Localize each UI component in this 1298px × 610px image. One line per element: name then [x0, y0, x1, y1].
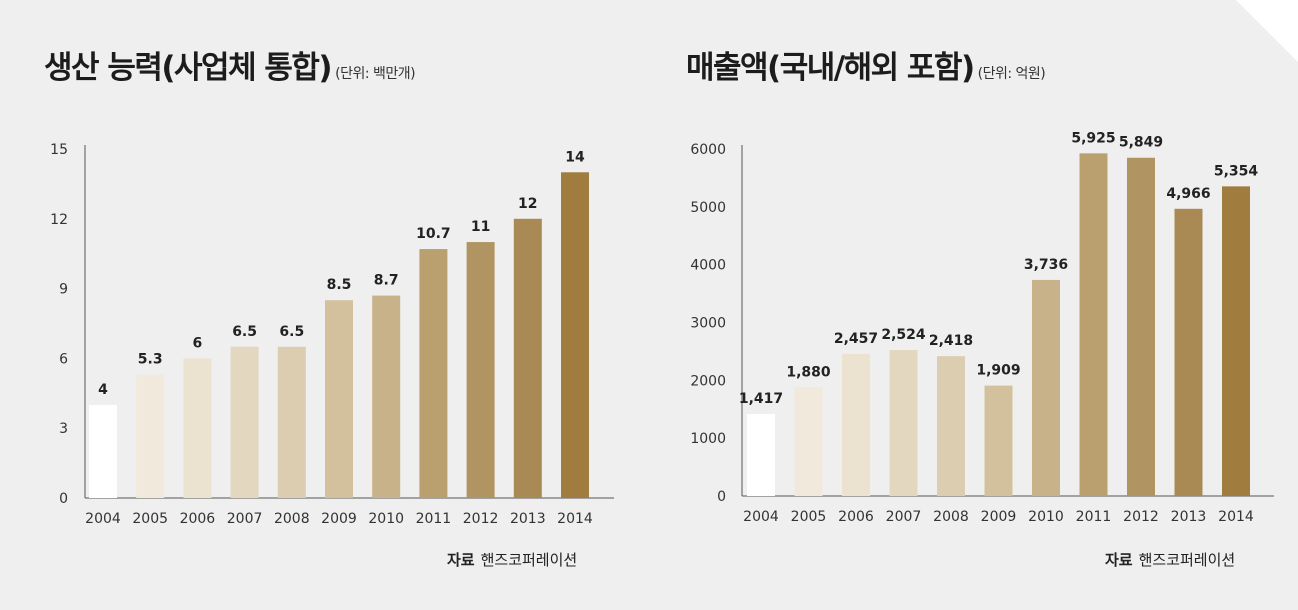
- bar-2006: [183, 358, 212, 498]
- bar-2004: [89, 404, 117, 498]
- chart-title: 매출액(국내/해외 포함): [686, 50, 975, 86]
- value-label: 11: [471, 219, 490, 235]
- capacity-bar-chart: 0 3 6 9 12 15 4 2004 5.3 2005 6 2006 6.5 2007 6.5 2008 8…: [50, 142, 614, 527]
- x-tick-label: 2011: [416, 511, 452, 527]
- bar-2007: [230, 346, 259, 498]
- bar-2013: [1174, 208, 1203, 496]
- x-tick-label: 2006: [838, 509, 874, 525]
- bar-2009: [984, 385, 1013, 496]
- revenue-bar-chart: 0 1000 2000 3000 4000 5000 6000 1,417 2004 1,880 2…: [690, 130, 1274, 525]
- value-label: 4,966: [1166, 186, 1210, 202]
- bar-2014: [1222, 186, 1250, 496]
- value-label: 6: [193, 335, 203, 351]
- x-tick-label: 2005: [791, 509, 827, 525]
- bar-2011: [1079, 153, 1108, 496]
- value-label: 4: [98, 382, 108, 398]
- bar-2010: [372, 295, 401, 498]
- y-tick-label: 15: [50, 142, 68, 158]
- source-label: 자료: [1105, 551, 1133, 569]
- x-tick-label: 2004: [85, 511, 121, 527]
- bar-2011: [419, 249, 448, 498]
- value-label: 2,418: [929, 333, 973, 349]
- chart-unit: (단위: 억원): [977, 66, 1046, 82]
- chart-title: 생산 능력(사업체 통합): [44, 50, 333, 86]
- value-label: 12: [518, 196, 537, 212]
- value-label: 6.5: [232, 324, 257, 340]
- y-tick-label: 6000: [690, 142, 726, 158]
- value-label: 2,524: [881, 327, 926, 343]
- y-tick-label: 0: [59, 491, 68, 507]
- value-label: 2,457: [834, 331, 878, 347]
- value-label: 14: [565, 149, 585, 165]
- y-tick-label: 9: [59, 282, 68, 298]
- chart-panel-capacity: 생산 능력(사업체 통합) (단위: 백만개) 0 3 6 9 12 15 4 2004 5.3 2…: [44, 42, 614, 570]
- x-tick-label: 2005: [132, 511, 168, 527]
- chart-title-wrap: 생산 능력(사업체 통합) (단위: 백만개): [44, 42, 416, 87]
- bar-2007: [889, 350, 918, 496]
- bar-2009: [325, 300, 353, 498]
- bar-2010: [1032, 279, 1060, 496]
- y-tick-label: 1000: [690, 431, 726, 447]
- x-tick-label: 2009: [981, 509, 1017, 525]
- source-text: 핸즈코퍼레이션: [1138, 551, 1236, 569]
- source-note: 자료 핸즈코퍼레이션: [447, 549, 577, 570]
- source-note: 자료 핸즈코퍼레이션: [1105, 549, 1235, 570]
- bar-2005: [136, 374, 165, 498]
- value-label: 10.7: [416, 226, 451, 242]
- x-tick-label: 2010: [368, 511, 404, 527]
- value-label: 5,354: [1214, 163, 1259, 179]
- bar-2005: [794, 387, 823, 496]
- x-tick-label: 2012: [463, 511, 499, 527]
- value-label: 3,736: [1024, 257, 1068, 273]
- value-label: 5.3: [138, 352, 163, 368]
- x-tick-label: 2013: [1171, 509, 1207, 525]
- y-tick-label: 5000: [690, 200, 726, 216]
- corner-fold: [1236, 0, 1298, 62]
- bar-2008: [937, 356, 965, 496]
- chart-title-wrap: 매출액(국내/해외 포함) (단위: 억원): [686, 42, 1046, 87]
- x-tick-label: 2011: [1076, 509, 1112, 525]
- value-label: 8.5: [327, 277, 352, 293]
- value-label: 1,909: [976, 363, 1020, 379]
- bar-2012: [466, 242, 495, 498]
- x-tick-label: 2004: [743, 509, 779, 525]
- value-label: 1,880: [786, 364, 831, 380]
- x-tick-label: 2014: [557, 511, 593, 527]
- x-tick-label: 2010: [1028, 509, 1064, 525]
- chart-unit: (단위: 백만개): [335, 66, 416, 82]
- bar-2014: [561, 172, 589, 498]
- value-label: 6.5: [279, 324, 304, 340]
- y-tick-label: 3: [59, 421, 68, 437]
- y-tick-label: 12: [50, 212, 68, 228]
- value-label: 5,849: [1119, 135, 1163, 151]
- x-tick-label: 2008: [274, 511, 310, 527]
- x-tick-label: 2007: [886, 509, 922, 525]
- value-label: 5,925: [1071, 130, 1115, 146]
- chart-panel-revenue: 매출액(국내/해외 포함) (단위: 억원) 0 1000 2000 3000 4000 5…: [649, 0, 1298, 610]
- bar-2012: [1127, 157, 1155, 496]
- bar-2008: [277, 346, 306, 498]
- x-tick-label: 2006: [180, 511, 216, 527]
- bar-2013: [513, 218, 542, 499]
- source-text: 핸즈코퍼레이션: [480, 551, 578, 569]
- x-tick-label: 2012: [1123, 509, 1159, 525]
- source-label: 자료: [447, 551, 475, 569]
- y-tick-label: 2000: [690, 373, 726, 389]
- value-label: 8.7: [374, 273, 399, 289]
- bar-2004: [747, 414, 775, 496]
- x-tick-label: 2014: [1218, 509, 1254, 525]
- y-tick-label: 6: [59, 351, 68, 367]
- value-label: 1,417: [739, 391, 783, 407]
- x-tick-label: 2008: [933, 509, 969, 525]
- x-tick-label: 2007: [227, 511, 263, 527]
- y-tick-label: 0: [717, 489, 726, 505]
- x-tick-label: 2009: [321, 511, 357, 527]
- bar-2006: [842, 353, 870, 496]
- x-tick-label: 2013: [510, 511, 546, 527]
- y-tick-label: 3000: [690, 316, 726, 332]
- y-tick-label: 4000: [690, 258, 726, 274]
